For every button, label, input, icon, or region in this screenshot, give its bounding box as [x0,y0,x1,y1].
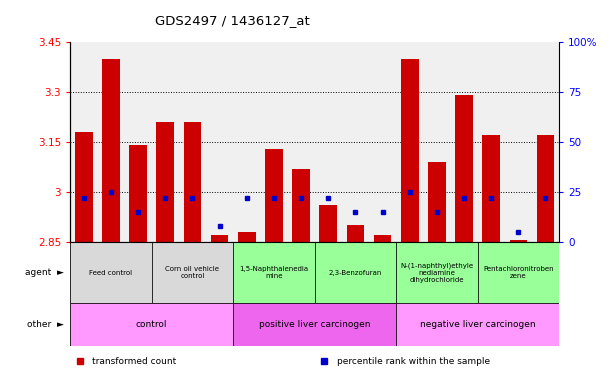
Bar [315,242,396,303]
Text: Pentachloronitroben
zene: Pentachloronitroben zene [483,266,554,279]
Text: 2,3-Benzofuran: 2,3-Benzofuran [329,270,382,276]
Bar [184,122,201,242]
Bar [396,303,559,346]
Bar [75,132,93,242]
Text: control: control [136,320,167,329]
Bar [156,122,174,242]
Bar [320,205,337,242]
Bar [233,242,315,303]
Bar [346,225,364,242]
Bar [536,136,554,242]
Bar [455,96,473,242]
Bar [292,169,310,242]
Bar [233,303,396,346]
Text: GDS2497 / 1436127_at: GDS2497 / 1436127_at [155,14,310,27]
Bar [238,232,255,242]
Text: positive liver carcinogen: positive liver carcinogen [259,320,370,329]
Text: agent  ►: agent ► [25,268,64,277]
Text: other  ►: other ► [27,320,64,329]
Text: percentile rank within the sample: percentile rank within the sample [337,357,490,366]
Bar [396,242,478,303]
Bar [374,235,392,242]
Bar [102,59,120,242]
Bar [130,146,147,242]
Bar [265,149,283,242]
Text: negative liver carcinogen: negative liver carcinogen [420,320,535,329]
Bar [482,136,500,242]
Bar [70,303,233,346]
Text: transformed count: transformed count [92,357,177,366]
Bar [152,242,233,303]
Text: Corn oil vehicle
control: Corn oil vehicle control [166,266,219,279]
Bar [428,162,445,242]
Bar [510,240,527,242]
Text: Feed control: Feed control [89,270,133,276]
Bar [70,242,152,303]
Bar [211,235,229,242]
Bar [401,59,419,242]
Text: 1,5-Naphthalenedia
mine: 1,5-Naphthalenedia mine [240,266,309,279]
Text: N-(1-naphthyl)ethyle
nediamine
dihydrochloride: N-(1-naphthyl)ethyle nediamine dihydroch… [400,262,474,283]
Bar [478,242,559,303]
